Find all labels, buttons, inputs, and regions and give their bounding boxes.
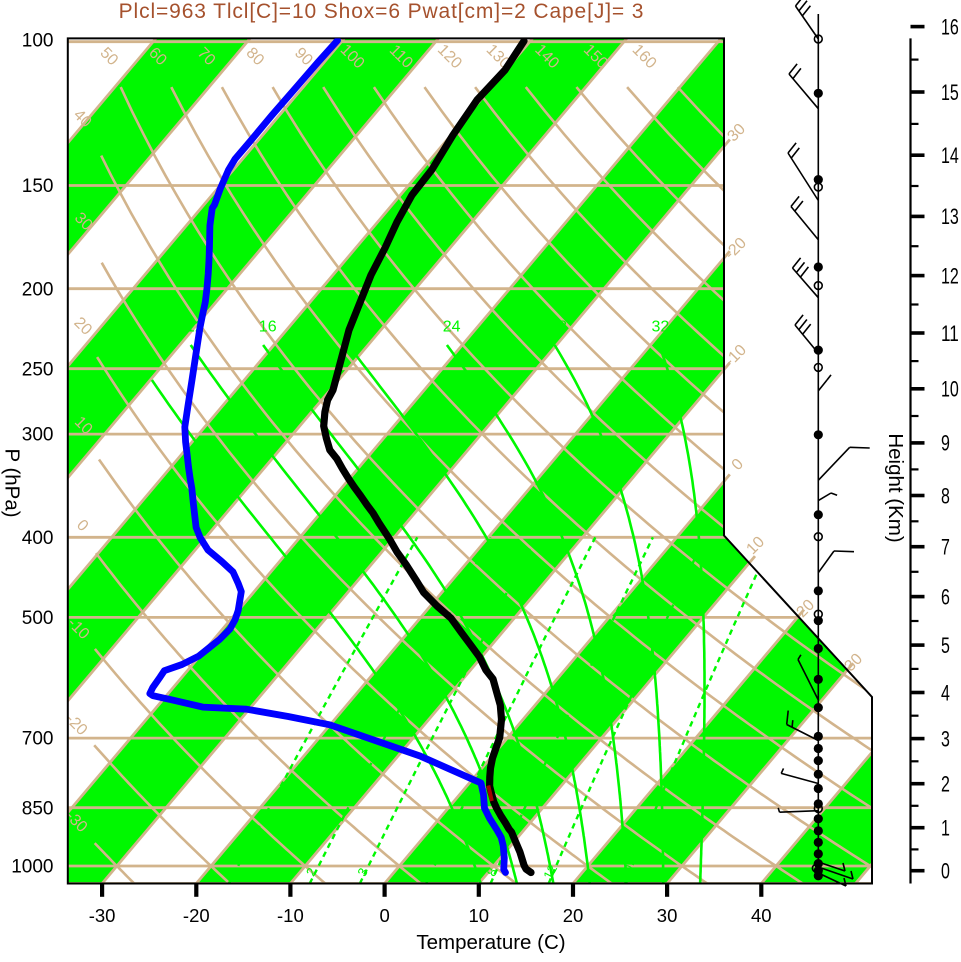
svg-text:3: 3 xyxy=(941,726,950,751)
svg-text:300: 300 xyxy=(22,425,54,446)
svg-text:6: 6 xyxy=(941,584,950,609)
svg-text:28: 28 xyxy=(549,319,567,336)
svg-text:1: 1 xyxy=(941,816,950,841)
svg-text:8: 8 xyxy=(941,483,950,508)
svg-text:700: 700 xyxy=(22,729,54,750)
svg-text:-30: -30 xyxy=(89,905,116,926)
svg-text:100: 100 xyxy=(22,31,54,52)
svg-text:7: 7 xyxy=(941,535,950,560)
svg-text:P (hPa): P (hPa) xyxy=(0,448,23,517)
svg-text:Height (Km): Height (Km) xyxy=(884,433,907,542)
svg-text:1000: 1000 xyxy=(11,857,53,878)
svg-text:11: 11 xyxy=(941,321,959,346)
svg-text:13: 13 xyxy=(941,204,959,229)
svg-text:24: 24 xyxy=(443,319,461,336)
svg-text:16: 16 xyxy=(941,14,959,39)
svg-text:850: 850 xyxy=(22,798,54,819)
svg-text:10: 10 xyxy=(941,377,959,402)
svg-text:40: 40 xyxy=(751,905,772,926)
svg-text:10: 10 xyxy=(469,905,490,926)
svg-text:250: 250 xyxy=(22,359,54,380)
svg-text:-20: -20 xyxy=(183,905,210,926)
svg-text:12: 12 xyxy=(941,263,959,288)
svg-text:4: 4 xyxy=(941,680,950,705)
svg-text:14: 14 xyxy=(941,143,959,168)
svg-text:500: 500 xyxy=(22,608,54,629)
svg-text:9: 9 xyxy=(941,431,950,456)
svg-text:0: 0 xyxy=(379,905,389,926)
svg-text:30: 30 xyxy=(657,905,678,926)
svg-text:400: 400 xyxy=(22,528,54,549)
svg-text:32: 32 xyxy=(652,319,670,336)
svg-text:-10: -10 xyxy=(277,905,304,926)
svg-text:15: 15 xyxy=(941,80,959,105)
svg-text:Temperature (C): Temperature (C) xyxy=(416,931,565,954)
svg-text:5: 5 xyxy=(941,633,950,658)
svg-text:Plcl=963 Tlcl[C]=10 Shox=6 Pwa: Plcl=963 Tlcl[C]=10 Shox=6 Pwat[cm]=2 Ca… xyxy=(119,0,645,23)
svg-text:150: 150 xyxy=(22,176,54,197)
svg-text:20: 20 xyxy=(563,905,584,926)
svg-text:0: 0 xyxy=(941,859,950,884)
svg-text:200: 200 xyxy=(22,279,54,300)
svg-text:2: 2 xyxy=(941,772,950,797)
svg-text:16: 16 xyxy=(259,319,277,336)
